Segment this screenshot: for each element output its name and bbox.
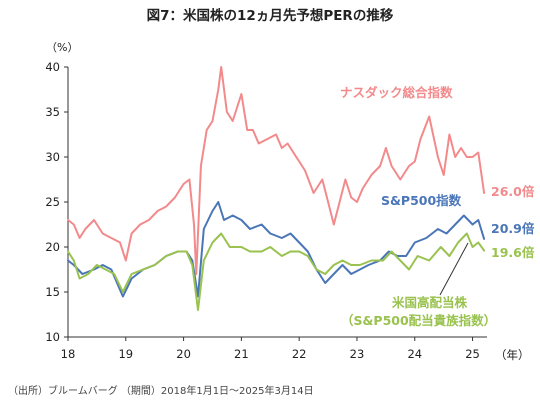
series-layer (67, 66, 486, 311)
dividend-series-label-line2: （S&P500配当貴族指数） (341, 313, 496, 328)
x-tick-label: 19 (118, 347, 133, 361)
y-tick-label: 15 (45, 285, 60, 299)
source-note: （出所）ブルームバーグ （期間）2018年1月1日～2025年3月14日 (8, 384, 314, 397)
x-tick-label: 22 (292, 347, 307, 361)
y-tick-label: 25 (45, 195, 60, 209)
y-tick-label: 35 (45, 105, 60, 119)
dividend-end-label: 19.6倍 (491, 245, 535, 260)
x-tick-label: 20 (176, 347, 191, 361)
x-tick-label: 23 (350, 347, 365, 361)
sp500-series-label: S&P500指数 (381, 193, 462, 208)
x-tick-label: 21 (234, 347, 249, 361)
y-tick-label: 10 (45, 330, 60, 344)
dividend-label-pointer (439, 242, 469, 296)
sp500-line (67, 201, 486, 298)
dividend-aristocrats-line (67, 232, 486, 311)
sp500-end-label: 20.9倍 (491, 221, 535, 236)
x-tick-label: 18 (61, 347, 76, 361)
y-unit-label: （%） (46, 41, 78, 54)
x-tick-label: 25 (465, 347, 480, 361)
y-tick-label: 40 (45, 60, 60, 74)
y-tick-label: 30 (45, 150, 60, 164)
dividend-series-label-line1: 米国高配当株 (391, 295, 468, 310)
nasdaq-series-label: ナスダック総合指数 (340, 85, 453, 100)
x-tick-label: 24 (407, 347, 422, 361)
chart-title: 図7：米国株の12ヵ月先予想PERの推移 (147, 7, 394, 24)
nasdaq-line (67, 66, 486, 275)
x-unit-label: （年） (495, 348, 530, 362)
y-tick-label: 20 (45, 240, 60, 254)
chart-axes: 10 15 20 25 30 35 40 18 19 20 21 22 23 24 25 (45, 60, 487, 361)
nasdaq-end-label: 26.0倍 (491, 184, 535, 199)
